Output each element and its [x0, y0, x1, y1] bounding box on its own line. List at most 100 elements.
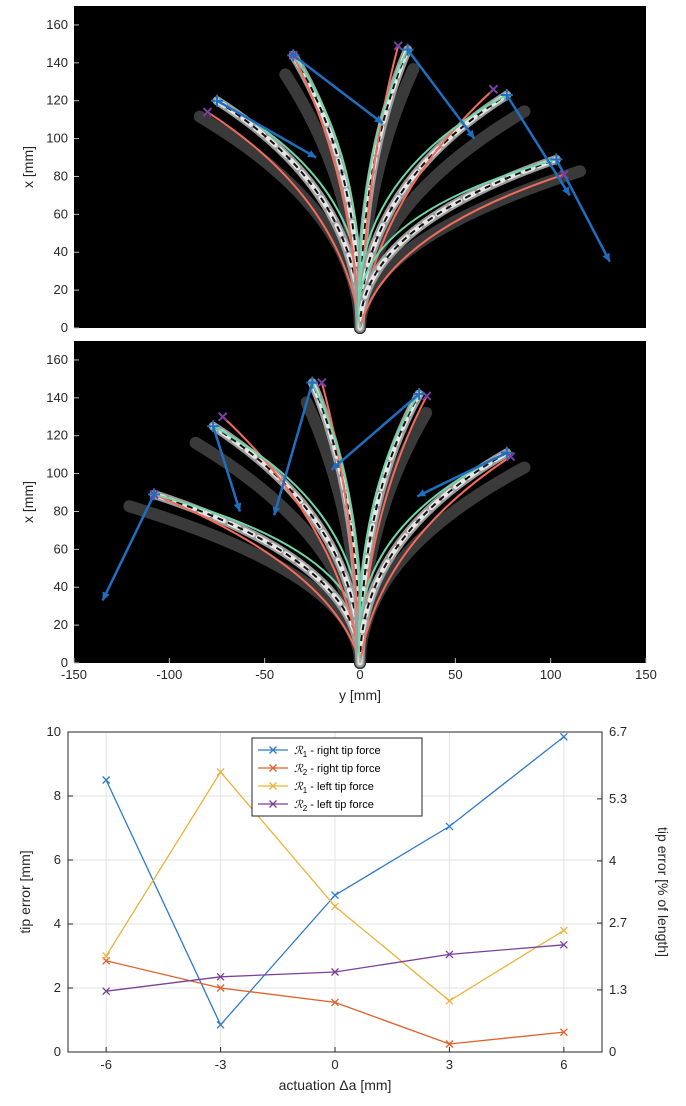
line-chart-axes: -6 -3 0 3 6 0 2 4 6 8 10 0 1.3 2.7 4 5.3 6.7: [47, 724, 628, 1072]
legend-label-text: - right tip force: [307, 745, 380, 757]
legend-swatch-marker: [269, 764, 277, 772]
tip-cross-marker: [317, 377, 327, 388]
y-tick-label: 40: [54, 579, 68, 594]
legend-label-subscript: 1: [303, 786, 308, 795]
tip-cross-marker: [218, 412, 228, 422]
x-tick-label: -6: [100, 1057, 112, 1072]
x-tick-label: -3: [215, 1057, 227, 1072]
legend-label-symbol: ℛ: [294, 798, 304, 811]
model-1-curve: [359, 173, 565, 329]
tip-cross-marker: [559, 169, 569, 180]
y-tick-label: 160: [46, 17, 68, 32]
y-tick-label: 60: [54, 206, 68, 221]
line-chart-x-axis-label: actuation Δa [mm]: [279, 1077, 392, 1093]
y-tick-label: 100: [46, 466, 68, 481]
series-point: [331, 902, 339, 911]
y2-tick-label: 0: [609, 1044, 616, 1059]
force-arrow: [330, 393, 420, 471]
series-point: [216, 972, 225, 981]
tip-plus-marker: [306, 376, 319, 389]
tip-plus-marker: [287, 49, 300, 62]
legend-label-subscript: 2: [303, 768, 308, 777]
middle-panel-robot-bodies: [123, 378, 531, 669]
legend-label-subscript: 1: [303, 750, 308, 759]
tip-plus-marker: [148, 488, 161, 501]
y-tick-label: 20: [54, 282, 68, 297]
series-point: [216, 1020, 225, 1029]
y-tick-label: 160: [46, 352, 68, 367]
tip-cross-marker: [505, 451, 516, 462]
legend-label-symbol: ℛ: [294, 762, 304, 775]
y-tick-label: 6: [54, 852, 61, 867]
top-panel-y-axis-label: x [mm]: [20, 146, 36, 188]
model-2-curve: [357, 94, 508, 329]
force-arrow-head: [602, 252, 610, 262]
legend-label-symbol: ℛ: [294, 780, 304, 793]
ground-truth-dashed: [359, 451, 508, 664]
ground-truth-dashed: [359, 393, 420, 664]
series-point: [559, 940, 568, 949]
series-point: [331, 891, 339, 900]
tip-plus-marker: [500, 446, 513, 459]
y-tick-label: 60: [54, 541, 68, 556]
y2-tick-label: 2.7: [609, 915, 627, 930]
tip-error-line-chart: -6 -3 0 3 6 0 2 4 6 8 10 0 1.3 2.7 4 5.3 6.7 tip error […: [17, 724, 671, 1093]
series-point: [102, 776, 111, 784]
tip-cross-marker: [202, 107, 213, 117]
middle-panel-axis: 0 20 40 60 80 100 120 140 160 -150 -100 -50 0 50 100 15…: [46, 352, 657, 682]
force-arrow: [272, 382, 314, 516]
series-point: [331, 998, 339, 1007]
model-1-curve: [153, 493, 361, 664]
legend-label-subscript: 2: [303, 804, 308, 813]
y-tick-label: 8: [54, 788, 61, 803]
force-arrow: [101, 493, 156, 602]
x-tick-label: -50: [255, 667, 274, 682]
force-arrow-head: [331, 461, 341, 470]
middle-panel-y-axis-label: x [mm]: [20, 481, 36, 523]
y-tick-label: 80: [54, 503, 68, 518]
force-arrow: [292, 54, 384, 125]
x-tick-label: -100: [156, 667, 182, 682]
y2-tick-label: 1.3: [609, 982, 627, 997]
y-tick-label: 2: [54, 980, 61, 995]
force-arrow-head: [307, 150, 317, 158]
force-arrow-head: [102, 591, 110, 601]
legend-label-text: - left tip force: [307, 799, 374, 811]
y2-tick-label: 6.7: [609, 724, 627, 739]
y2-tick-label: 4: [609, 853, 616, 868]
ground-truth-dashed: [359, 158, 557, 329]
y-tick-label: 0: [61, 320, 68, 335]
plot-frame: [67, 731, 603, 1053]
force-arrow: [416, 451, 508, 498]
force-arrow-head: [466, 129, 475, 139]
tip-cross-marker: [488, 84, 499, 95]
tip-plus-marker: [401, 43, 414, 56]
model-2-curve: [357, 158, 557, 329]
force-arrow: [505, 94, 571, 197]
middle-panel-x-axis-label: y [mm]: [339, 687, 381, 703]
legend-swatch-marker: [269, 746, 277, 754]
force-arrow-head: [374, 115, 383, 124]
x-tick-label: 0: [356, 667, 363, 682]
series-point: [216, 984, 225, 992]
tip-cross-marker: [393, 41, 403, 51]
legend-label-text: - right tip force: [307, 763, 380, 775]
top-panel-axis: 0 20 40 60 80 100 120 140 160: [46, 17, 79, 335]
y-tick-label: 20: [54, 617, 68, 632]
y-tick-label: 120: [46, 93, 68, 108]
tip-plus-marker: [500, 89, 513, 102]
legend-swatch-marker: [269, 800, 277, 808]
force-arrow-head: [417, 489, 427, 497]
model-1-curve: [222, 416, 361, 664]
series-point: [445, 822, 454, 831]
y-tick-label: 0: [54, 1044, 61, 1059]
series-point: [445, 1040, 454, 1048]
series-point: [102, 952, 111, 960]
x-tick-label: 3: [446, 1057, 453, 1072]
force-arrow-head: [233, 502, 242, 512]
series-point: [331, 968, 339, 976]
x-tick-label: 150: [635, 667, 657, 682]
tip-plus-marker: [207, 420, 220, 433]
